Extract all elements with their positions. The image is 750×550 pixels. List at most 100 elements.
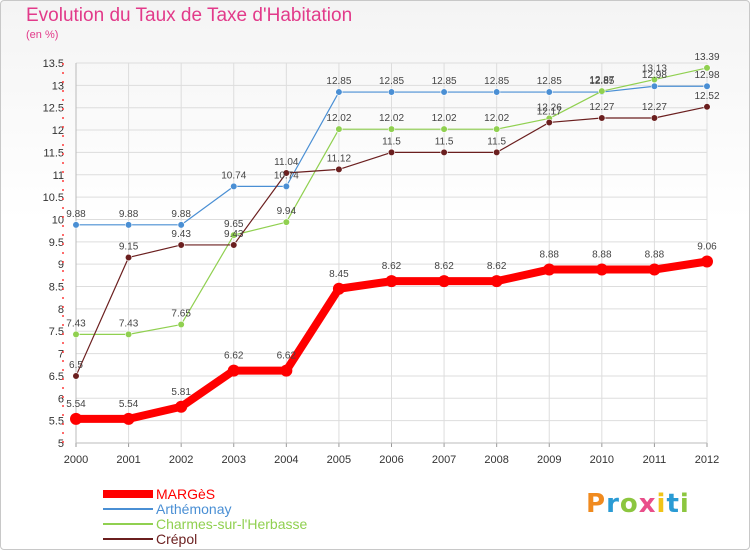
data-label: 5.54 [119,399,139,410]
y-tick-label: 12.5 [43,103,64,115]
data-point [545,88,553,96]
data-label: 12.02 [326,113,351,124]
data-point [124,221,133,229]
data-label: 11.12 [327,153,352,164]
data-label: 12.98 [642,70,667,81]
data-point [648,263,661,276]
legend: MARGèSArthémonayCharmes-sur-l'HerbasseCr… [103,486,307,547]
data-label: 8.62 [382,261,402,272]
x-tick-label: 2002 [169,454,193,466]
data-label: 8.88 [645,250,665,261]
data-point [543,263,556,276]
y-tick-label: 11.5 [43,147,64,159]
data-label: 12.98 [694,70,719,81]
data-point [493,88,501,96]
x-tick-label: 2009 [537,454,561,466]
data-point [177,221,185,229]
data-label: 10.74 [274,170,299,181]
data-point [282,169,290,177]
data-label: 9.43 [224,229,244,240]
data-point [230,231,238,239]
data-label: 12.85 [379,76,404,87]
legend-label: Arthémonay [156,501,231,517]
data-label: 7.43 [66,318,86,329]
data-point [440,125,448,133]
y-tick-label: 10 [52,214,64,226]
y-tick-label: 6 [58,393,64,405]
y-tick-label: 7 [58,349,64,361]
data-label: 12.85 [589,76,614,87]
x-tick-label: 2012 [695,454,719,466]
y-tick-label: 13 [52,80,64,92]
data-point [385,275,398,288]
data-label: 9.15 [119,241,139,252]
data-point [703,103,711,111]
data-label: 8.88 [592,250,612,261]
data-point [440,148,448,157]
data-label: 6.62 [224,351,244,362]
y-tick-label: 6.5 [49,371,64,383]
data-label: 6.62 [277,351,297,362]
data-label: 12.02 [484,113,509,124]
y-tick-label: 5 [58,438,64,450]
data-point [490,275,503,288]
data-label: 12.85 [484,76,509,87]
y-tick-label: 8 [58,304,64,316]
data-point [387,125,396,133]
data-point [72,372,80,380]
data-label: 12.85 [432,76,457,87]
y-tick-label: 7.5 [49,326,64,338]
data-point [701,255,713,268]
data-label: 12.85 [537,76,562,87]
data-point [335,125,343,133]
x-tick-label: 2003 [222,454,246,466]
x-tick-label: 2005 [327,454,351,466]
data-point [72,330,80,338]
data-label: 12.26 [537,102,562,113]
data-label: 12.27 [589,102,614,113]
data-point [703,82,711,90]
data-label: 11.5 [435,136,454,147]
data-label: 11.5 [487,136,506,147]
x-tick-label: 2000 [64,454,88,466]
chart-unit: (en %) [26,29,59,41]
y-tick-label: 13.5 [43,58,64,70]
data-label: 12.02 [379,113,404,124]
y-tick-label: 9.5 [49,237,64,249]
data-label: 9.43 [171,229,191,240]
y-tick-label: 11 [53,170,64,182]
x-tick-label: 2004 [274,454,298,466]
data-label: 10.74 [221,170,246,181]
data-label: 9.06 [697,241,717,252]
x-tick-label: 2008 [484,454,508,466]
legend-label: Charmes-sur-l'Herbasse [156,516,307,532]
data-point [175,400,188,413]
x-tick-label: 2007 [432,454,456,466]
data-label: 12.52 [694,91,719,102]
data-point [227,364,240,377]
data-point [438,275,451,288]
data-label: 9.88 [66,209,86,220]
data-point [124,253,133,262]
data-label: 8.88 [540,250,560,261]
data-point [282,218,290,226]
data-label: 13.39 [694,52,719,63]
x-tick-label: 2006 [379,454,403,466]
x-tick-label: 2010 [590,454,614,466]
data-point [650,114,659,122]
data-point [545,118,553,127]
data-point [177,241,185,249]
data-point [440,88,448,96]
data-point [493,125,501,133]
data-point [230,182,238,190]
data-point [703,64,711,72]
y-tick-label: 10.5 [43,192,64,204]
data-label: 9.65 [224,219,244,230]
data-label: 12.87 [589,75,614,86]
data-point [122,412,135,425]
data-point [335,88,343,96]
data-label: 9.94 [277,206,297,217]
data-point [598,114,606,122]
data-label: 9.88 [171,209,191,220]
